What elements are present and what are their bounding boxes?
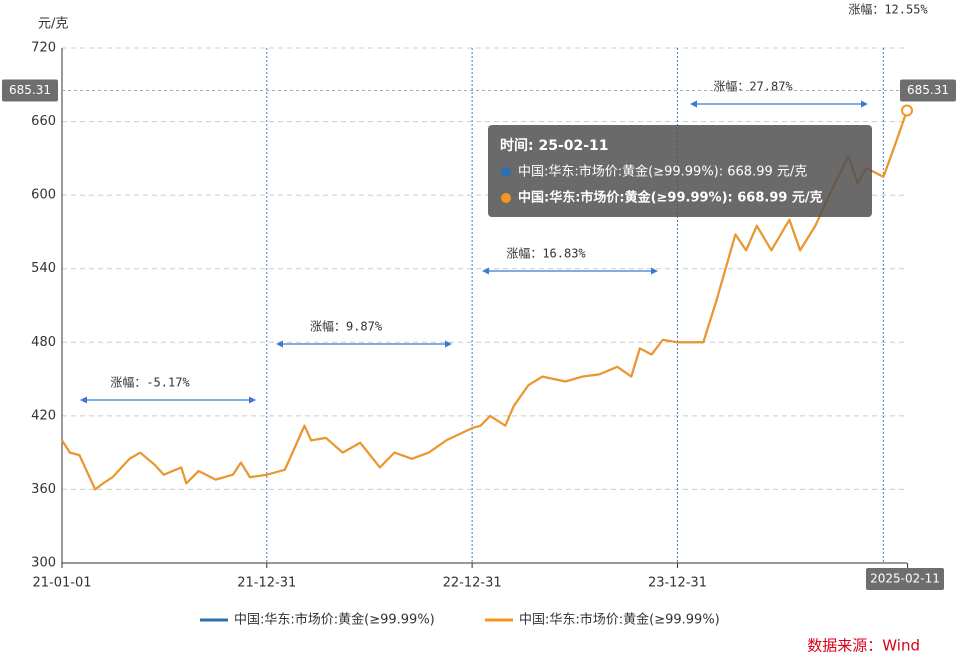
tooltip-row: 中国:华东:市场价:黄金(≥99.99%): 668.99 元/克	[518, 164, 807, 180]
annotation: 涨幅：16.83%	[506, 246, 586, 261]
y-tick-label: 360	[31, 482, 56, 497]
pointer-x-box	[866, 568, 944, 590]
y-unit: 元/克	[38, 17, 68, 32]
tooltip	[488, 125, 872, 217]
x-tick-label: 22-12-31	[443, 576, 502, 591]
annotation: 涨幅：-5.17%	[110, 375, 190, 390]
y-tick-label: 300	[31, 556, 56, 571]
y-tick-label: 420	[31, 408, 56, 423]
legend-label: 中国:华东:市场价:黄金(≥99.99%)	[519, 612, 720, 628]
y-tick-label: 480	[31, 335, 56, 350]
annotation: 涨幅：9.87%	[310, 319, 383, 334]
annotation: 涨幅：27.87%	[713, 79, 793, 94]
tooltip-dot	[501, 193, 511, 203]
x-tick-label: 21-12-31	[237, 576, 296, 591]
source: 数据来源：Wind	[807, 637, 920, 655]
tooltip-row: 中国:华东:市场价:黄金(≥99.99%): 668.99 元/克	[518, 190, 823, 206]
tooltip-title: 时间: 25-02-11	[500, 137, 609, 154]
pointer-y-label: 685.31	[9, 83, 51, 97]
series-line	[61, 110, 908, 491]
pointer-label-box	[2, 79, 58, 102]
y-tick-label: 660	[31, 114, 56, 129]
pointer-label-box	[900, 79, 956, 102]
end-marker	[901, 104, 913, 117]
y-tick-label: 720	[31, 41, 56, 56]
annotation: 涨幅：12.55%	[848, 2, 928, 17]
y-tick-label: 600	[31, 188, 56, 203]
x-tick-label: 23-12-31	[648, 576, 707, 591]
tooltip-dot	[501, 167, 511, 177]
pointer-x-label: 2025-02-11	[870, 572, 940, 586]
x-tick-label: 21-01-01	[32, 576, 91, 591]
legend-label: 中国:华东:市场价:黄金(≥99.99%)	[234, 612, 435, 628]
pointer-y-label: 685.31	[907, 83, 949, 97]
y-tick-label: 540	[31, 261, 56, 276]
